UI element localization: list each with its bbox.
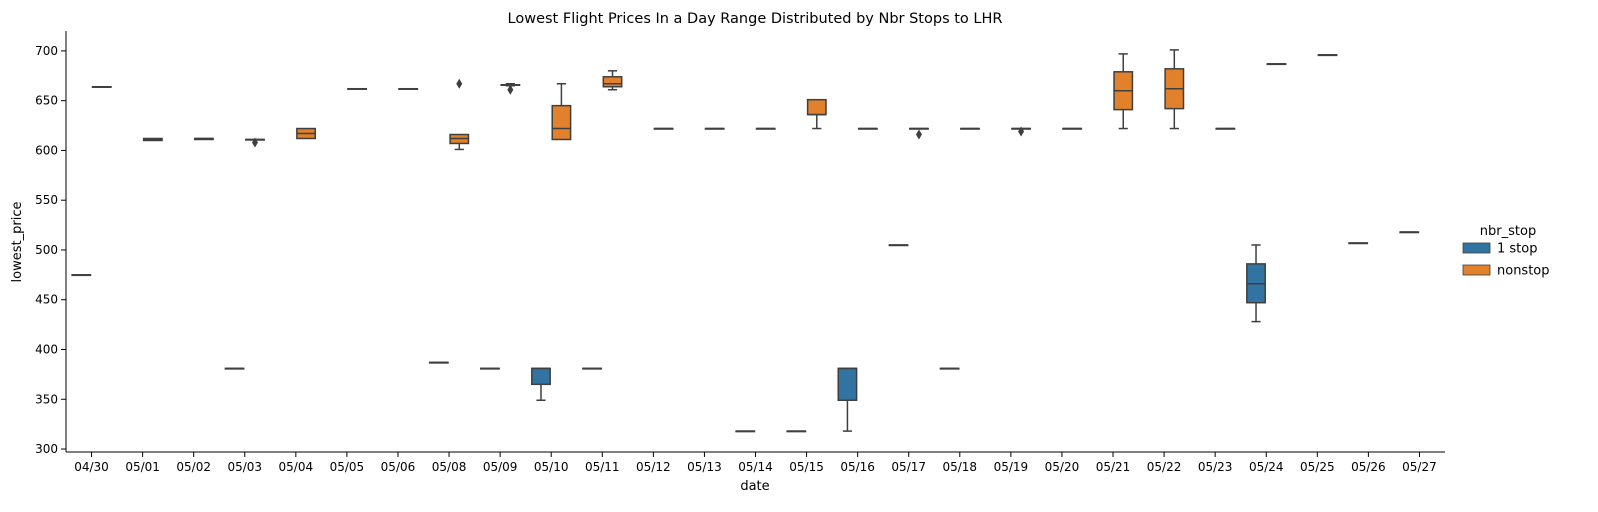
x-tick-label: 05/25 <box>1300 460 1335 474</box>
x-tick-label: 05/20 <box>1045 460 1080 474</box>
y-tick-label: 350 <box>35 392 58 406</box>
box-nonstop-05-25 <box>1317 54 1338 57</box>
y-tick-label: 600 <box>35 143 58 157</box>
y-tick-label: 500 <box>35 243 58 257</box>
y-tick-label: 450 <box>35 293 58 307</box>
box-1-stop-05-09 <box>479 367 500 370</box>
box-nonstop-05-13 <box>704 127 725 130</box>
box-body <box>602 76 623 88</box>
box-1-stop-05-03 <box>224 367 245 370</box>
box-1-stop-04-30 <box>71 274 92 277</box>
box-1-stop-05-24 <box>1246 244 1266 323</box>
box-nonstop-05-08 <box>449 133 470 151</box>
x-tick-label: 05/08 <box>432 460 467 474</box>
x-tick-label: 05/15 <box>789 460 824 474</box>
x-tick-label: 05/26 <box>1351 460 1386 474</box>
x-axis-label: date <box>740 479 769 494</box>
x-tick-label: 05/02 <box>176 460 211 474</box>
x-tick-label: 05/10 <box>534 460 569 474</box>
box-1-stop-05-14 <box>735 430 756 433</box>
x-tick-label: 05/05 <box>330 460 365 474</box>
box-nonstop-05-23 <box>1215 127 1236 130</box>
y-tick-label: 650 <box>35 94 58 108</box>
box-1-stop-05-18 <box>939 367 960 370</box>
x-tick-label: 05/17 <box>891 460 926 474</box>
box-nonstop-05-22 <box>1164 49 1185 130</box>
chart-title: Lowest Flight Prices In a Day Range Dist… <box>508 11 1003 27</box>
box-nonstop-05-01 <box>142 137 163 142</box>
box-nonstop-05-24 <box>1266 63 1287 66</box>
y-tick-label: 700 <box>35 44 58 58</box>
y-tick-label: 550 <box>35 193 58 207</box>
x-tick-label: 05/04 <box>279 460 314 474</box>
x-tick-label: 05/01 <box>125 460 160 474</box>
box-nonstop-05-17 <box>908 127 929 130</box>
box-nonstop-05-12 <box>653 127 674 130</box>
box-body <box>837 367 858 401</box>
x-tick-label: 05/24 <box>1249 460 1284 474</box>
x-tick-label: 05/23 <box>1198 460 1233 474</box>
box-nonstop-04-30 <box>91 85 112 88</box>
outlier-point <box>456 78 463 89</box>
outlier-point <box>507 84 514 95</box>
y-axis: 300 350 400 450 500 550 600 650 700 <box>35 44 66 456</box>
box-nonstop-05-16 <box>857 127 878 130</box>
outlier-point <box>251 137 258 148</box>
legend-label-1-stop: 1 stop <box>1497 242 1537 257</box>
x-tick-label: 05/13 <box>687 460 722 474</box>
outlier-point <box>1018 126 1025 137</box>
box-nonstop-05-21 <box>1113 53 1134 130</box>
x-tick-label: 05/09 <box>483 460 518 474</box>
box-1-stop-05-11 <box>582 367 603 370</box>
box-nonstop-05-06 <box>398 87 419 90</box>
x-tick-label: 05/06 <box>381 460 416 474</box>
x-tick-label: 05/19 <box>994 460 1029 474</box>
box-nonstop-05-11 <box>602 70 623 91</box>
legend: nbr_stop 1 stop nonstop <box>1462 224 1550 279</box>
box-body <box>551 104 572 141</box>
box-1-stop-05-26 <box>1348 242 1369 245</box>
box-nonstop-05-14 <box>755 127 776 130</box>
box-body <box>806 98 827 116</box>
x-tick-label: 05/11 <box>585 460 620 474</box>
outlier-point <box>915 129 922 140</box>
plot-marks <box>71 49 1420 433</box>
y-tick-label: 400 <box>35 342 58 356</box>
legend-swatch-1-stop <box>1462 242 1491 254</box>
box-nonstop-05-15 <box>806 98 827 130</box>
x-tick-label: 05/22 <box>1147 460 1182 474</box>
x-tick-label: 05/27 <box>1402 460 1437 474</box>
x-axis: 04/30 05/01 05/02 05/03 05/04 05/05 05/06 05/08… <box>74 452 1437 474</box>
box-1-stop-05-08 <box>428 361 449 364</box>
box-nonstop-05-20 <box>1062 127 1083 130</box>
y-axis-label: lowest_price <box>10 202 25 283</box>
legend-swatch-nonstop <box>1462 264 1491 276</box>
box-1-stop-05-10 <box>531 367 551 401</box>
box-nonstop-05-04 <box>296 127 316 140</box>
box-nonstop-05-02 <box>193 137 214 141</box>
box-nonstop-05-10 <box>551 82 572 141</box>
legend-label-nonstop: nonstop <box>1497 264 1550 279</box>
legend-title: nbr_stop <box>1480 224 1536 239</box>
x-tick-label: 05/16 <box>840 460 875 474</box>
box-nonstop-05-18 <box>960 127 980 130</box>
box-1-stop-05-27 <box>1399 231 1420 234</box>
x-tick-label: 05/21 <box>1096 460 1131 474</box>
box-1-stop-05-17 <box>888 244 909 247</box>
box-1-stop-05-15 <box>786 430 807 433</box>
x-tick-label: 05/03 <box>227 460 262 474</box>
box-1-stop-05-16 <box>837 367 858 432</box>
x-tick-label: 05/12 <box>636 460 671 474</box>
box-body <box>531 367 551 386</box>
y-tick-label: 300 <box>35 442 58 456</box>
x-tick-label: 05/18 <box>942 460 977 474</box>
box-nonstop-05-05 <box>347 87 368 90</box>
x-tick-label: 05/14 <box>738 460 773 474</box>
x-tick-label: 04/30 <box>74 460 109 474</box>
